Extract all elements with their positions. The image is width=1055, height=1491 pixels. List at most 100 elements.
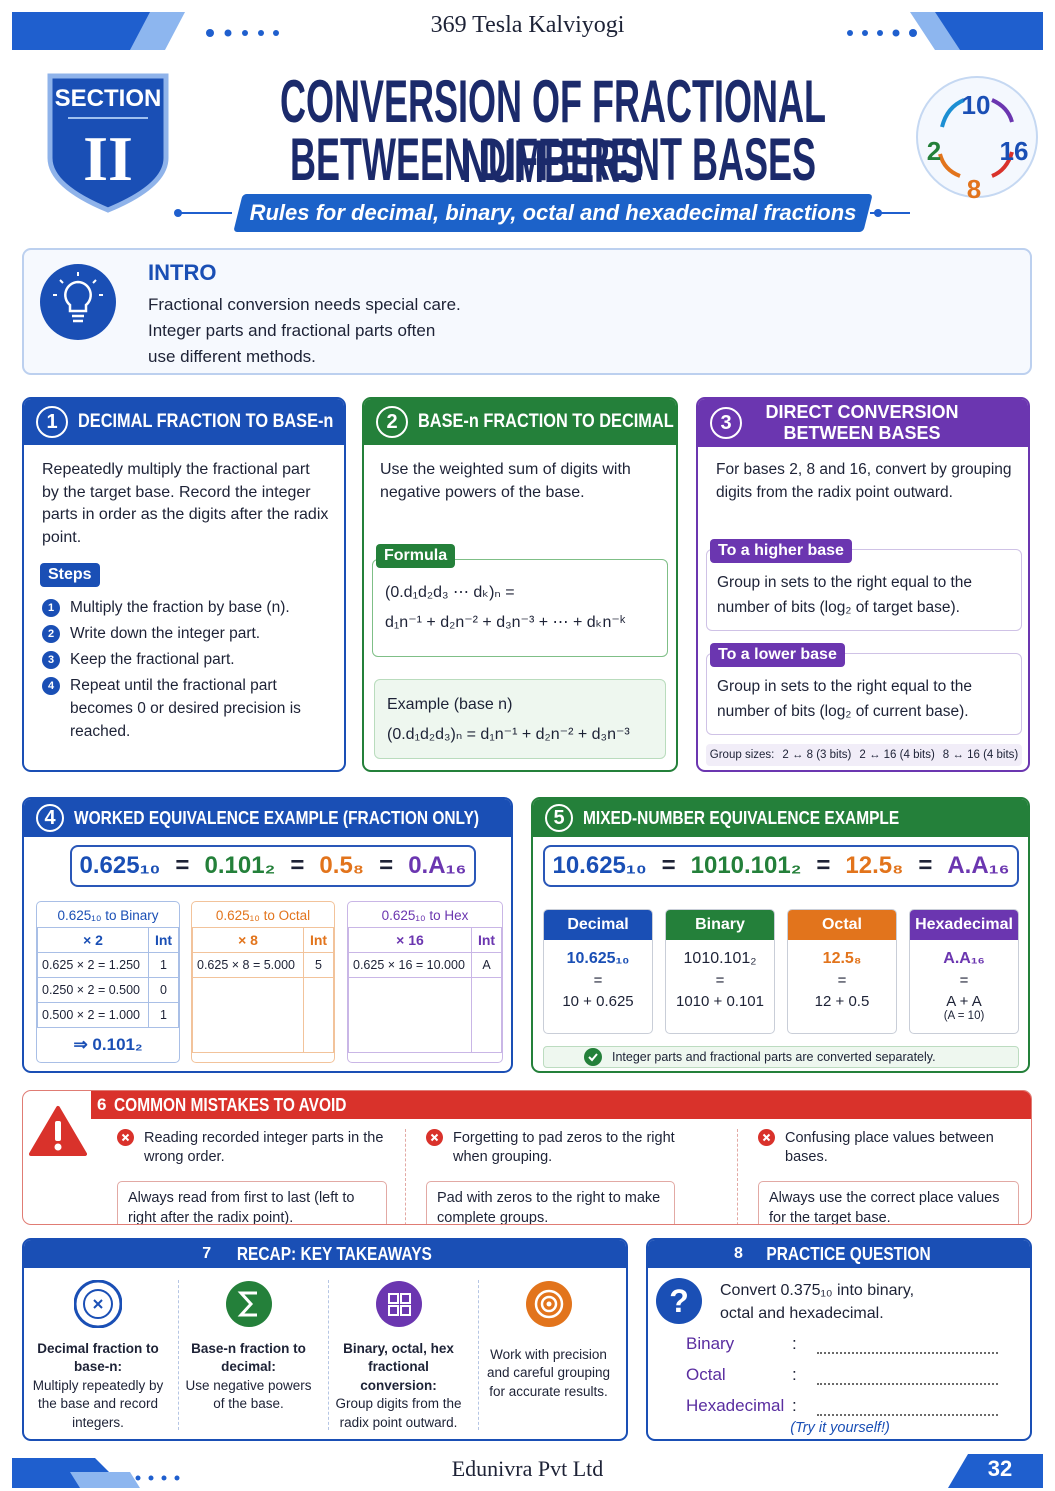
group-sizes-label: Group sizes:	[709, 749, 775, 761]
worked-table: 0.625₁₀ to Binary × 2 Int 0.625 × 2 = 1.250…	[36, 901, 180, 1063]
section-title: RECAP: KEY TAKEAWAYS	[236, 1243, 432, 1264]
card-header: 2 BASE-n FRACTION TO DECIMAL	[364, 399, 676, 445]
card-title: MIXED-NUMBER EQUIVALENCE EXAMPLE	[583, 807, 900, 828]
rule-text: Group in sets to the right equal to the …	[706, 549, 1022, 631]
table-cell: 5	[303, 952, 334, 978]
section-shield: SECTION II	[47, 73, 169, 213]
check-icon	[584, 1048, 602, 1066]
recap-icon	[525, 1281, 572, 1327]
step: 3 Keep the fractional part.	[42, 648, 314, 671]
fix-box: Always read from first to last (left to …	[117, 1181, 387, 1224]
recap-title: Base-n fraction to decimal:	[191, 1340, 306, 1375]
subtitle-decor	[174, 209, 910, 217]
note-text: Integer parts and fractional parts are c…	[612, 1050, 936, 1064]
card-base-to-decimal: 2 BASE-n FRACTION TO DECIMAL Use the weig…	[362, 397, 678, 772]
column-equals: =	[837, 972, 847, 989]
column-equals: =	[959, 972, 969, 989]
column-value: A.A₁₆	[943, 950, 985, 967]
recap-header: 7 RECAP: KEY TAKEAWAYS	[24, 1240, 626, 1268]
card-number: 5	[545, 804, 573, 832]
card-number: 4	[36, 804, 64, 832]
steps-wrap: Steps	[24, 549, 344, 587]
step-number: 3	[42, 651, 60, 669]
x-icon	[117, 1129, 134, 1146]
formula-label: Formula	[376, 544, 456, 568]
section-title: PRACTICE QUESTION	[766, 1243, 931, 1264]
equivalent-value: A.A₁₆	[947, 852, 1010, 879]
example-formula: (0.d₁d₂d₃)ₙ = d₁n⁻¹ + d₂n⁻² + d₃n⁻³	[387, 726, 630, 743]
answer-label: Binary	[686, 1334, 735, 1353]
example-label: Example (base n)	[387, 696, 513, 713]
mistake-text: Reading recorded integer parts in the wr…	[144, 1130, 384, 1165]
subtitle: Rules for decimal, binary, octal and hex…	[249, 200, 857, 225]
step-number: 1	[42, 599, 60, 617]
mistake-row: Forgetting to pad zeros to the right whe…	[426, 1129, 675, 1167]
intro-box: INTRO Fractional conversion needs specia…	[22, 248, 1032, 375]
group-size: 8 ↔ 16 (4 bits)	[942, 749, 1019, 761]
badge-number: 2	[927, 136, 941, 166]
table-cell: 0	[148, 977, 179, 1003]
mistake-item: Reading recorded integer parts in the wr…	[117, 1129, 387, 1224]
column-split: 10 + 0.625	[562, 993, 634, 1010]
recap-item: Base-n fraction to decimal: Use negative …	[178, 1280, 318, 1430]
equivalent-value: 0.A₁₆	[408, 852, 467, 879]
publisher: Edunivra Pvt Ltd	[451, 1456, 604, 1481]
card-direct-conversion: 3 DIRECT CONVERSION BETWEEN BASES For bas…	[696, 397, 1030, 772]
equals-sign: =	[918, 852, 933, 879]
table: × 8 Int 0.625 × 8 = 5.000 5	[192, 927, 334, 1053]
table-cell	[471, 977, 502, 1053]
footer-decor	[12, 1454, 1043, 1488]
question-icon: ?	[656, 1278, 702, 1324]
card-worked-example: 4 WORKED EQUIVALENCE EXAMPLE (FRACTION ON…	[22, 797, 513, 1073]
table-title: 0.625₁₀ to Hex	[381, 908, 469, 923]
step-text: Multiply the fraction by base (n).	[70, 599, 290, 616]
card-title: DECIMAL FRACTION TO BASE-n	[78, 411, 334, 432]
practice-header: 8 PRACTICE QUESTION	[648, 1240, 1030, 1268]
column-note: (A = 10)	[943, 1010, 985, 1022]
mistake-text: Forgetting to pad zeros to the right whe…	[453, 1130, 675, 1165]
table-cell: 0.500 × 2 = 1.000	[37, 1002, 149, 1028]
mistake-text: Confusing place values between bases.	[785, 1130, 994, 1165]
recap-icon	[225, 1281, 272, 1327]
header-decor	[12, 12, 1043, 50]
table-result: ⇒ 0.5₈	[192, 1053, 334, 1062]
table-title: 0.625₁₀ to Binary	[57, 908, 159, 923]
card-text: Use the weighted sum of digits with nega…	[380, 461, 631, 501]
mistake-item: Forgetting to pad zeros to the right whe…	[405, 1129, 675, 1224]
answer-separator: :	[792, 1365, 797, 1384]
formula-box: (0.d₁d₂d₃ ⋯ dₖ)ₙ = d₁n⁻¹ + d₂n⁻² + d₃n⁻³…	[372, 559, 668, 657]
recap-text: Multiply repeatedly by the base and reco…	[32, 1377, 164, 1430]
intro-line: Integer parts and fractional parts often	[148, 321, 436, 340]
column-header: Binary	[666, 910, 774, 940]
answer-separator: :	[792, 1396, 797, 1415]
base-column: Octal 12.5₈ = 12 + 0.5	[787, 909, 897, 1034]
table-result: ⇒ 0.A₁₆	[348, 1053, 502, 1062]
recap-text: Use negative powers of the base.	[185, 1377, 312, 1412]
card-title: WORKED EQUIVALENCE EXAMPLE (FRACTION ONL…	[74, 807, 480, 828]
formula-line: d₁n⁻¹ + d₂n⁻² + d₃n⁻³ + ⋯ + dₖn⁻ᵏ	[385, 614, 626, 631]
table-cell: 1	[148, 952, 179, 978]
equivalent-value: 1010.101₂	[690, 852, 802, 879]
recap-icon	[73, 1279, 123, 1329]
fix-box: Pad with zeros to the right to make comp…	[426, 1181, 675, 1224]
brand: 369 Tesla Kalviyogi	[430, 12, 625, 38]
card-header: 5 MIXED-NUMBER EQUIVALENCE EXAMPLE	[533, 799, 1028, 837]
step-text: Repeat until the fractional part becomes…	[70, 677, 301, 740]
step-number: 2	[42, 625, 60, 643]
worked-table: 0.625₁₀ to Octal × 8 Int 0.625 × 8 = 5.000 5…	[191, 901, 335, 1063]
answer-label: Hexadecimal	[686, 1396, 785, 1415]
card-number: 3	[710, 407, 742, 439]
x-icon	[758, 1129, 775, 1146]
answer-row: Binary:	[686, 1334, 998, 1354]
fix-box: Always use the correct place values for …	[758, 1181, 1019, 1224]
column-header: Hexadecimal	[910, 910, 1018, 940]
x-icon	[426, 1129, 443, 1146]
recap-title: Binary, octal, hex fractional conversion…	[343, 1340, 454, 1393]
card-title: BASE-n FRACTION TO DECIMAL	[418, 411, 674, 432]
table-cell: 0.250 × 2 = 0.500	[37, 977, 149, 1003]
table-title: 0.625₁₀ to Octal	[215, 908, 311, 923]
table-header-row: × 16 Int	[348, 927, 502, 953]
card-header: 1 DECIMAL FRACTION TO BASE-n	[24, 399, 344, 445]
table-row	[192, 977, 334, 1053]
step: 1 Multiply the fraction by base (n).	[42, 596, 314, 619]
